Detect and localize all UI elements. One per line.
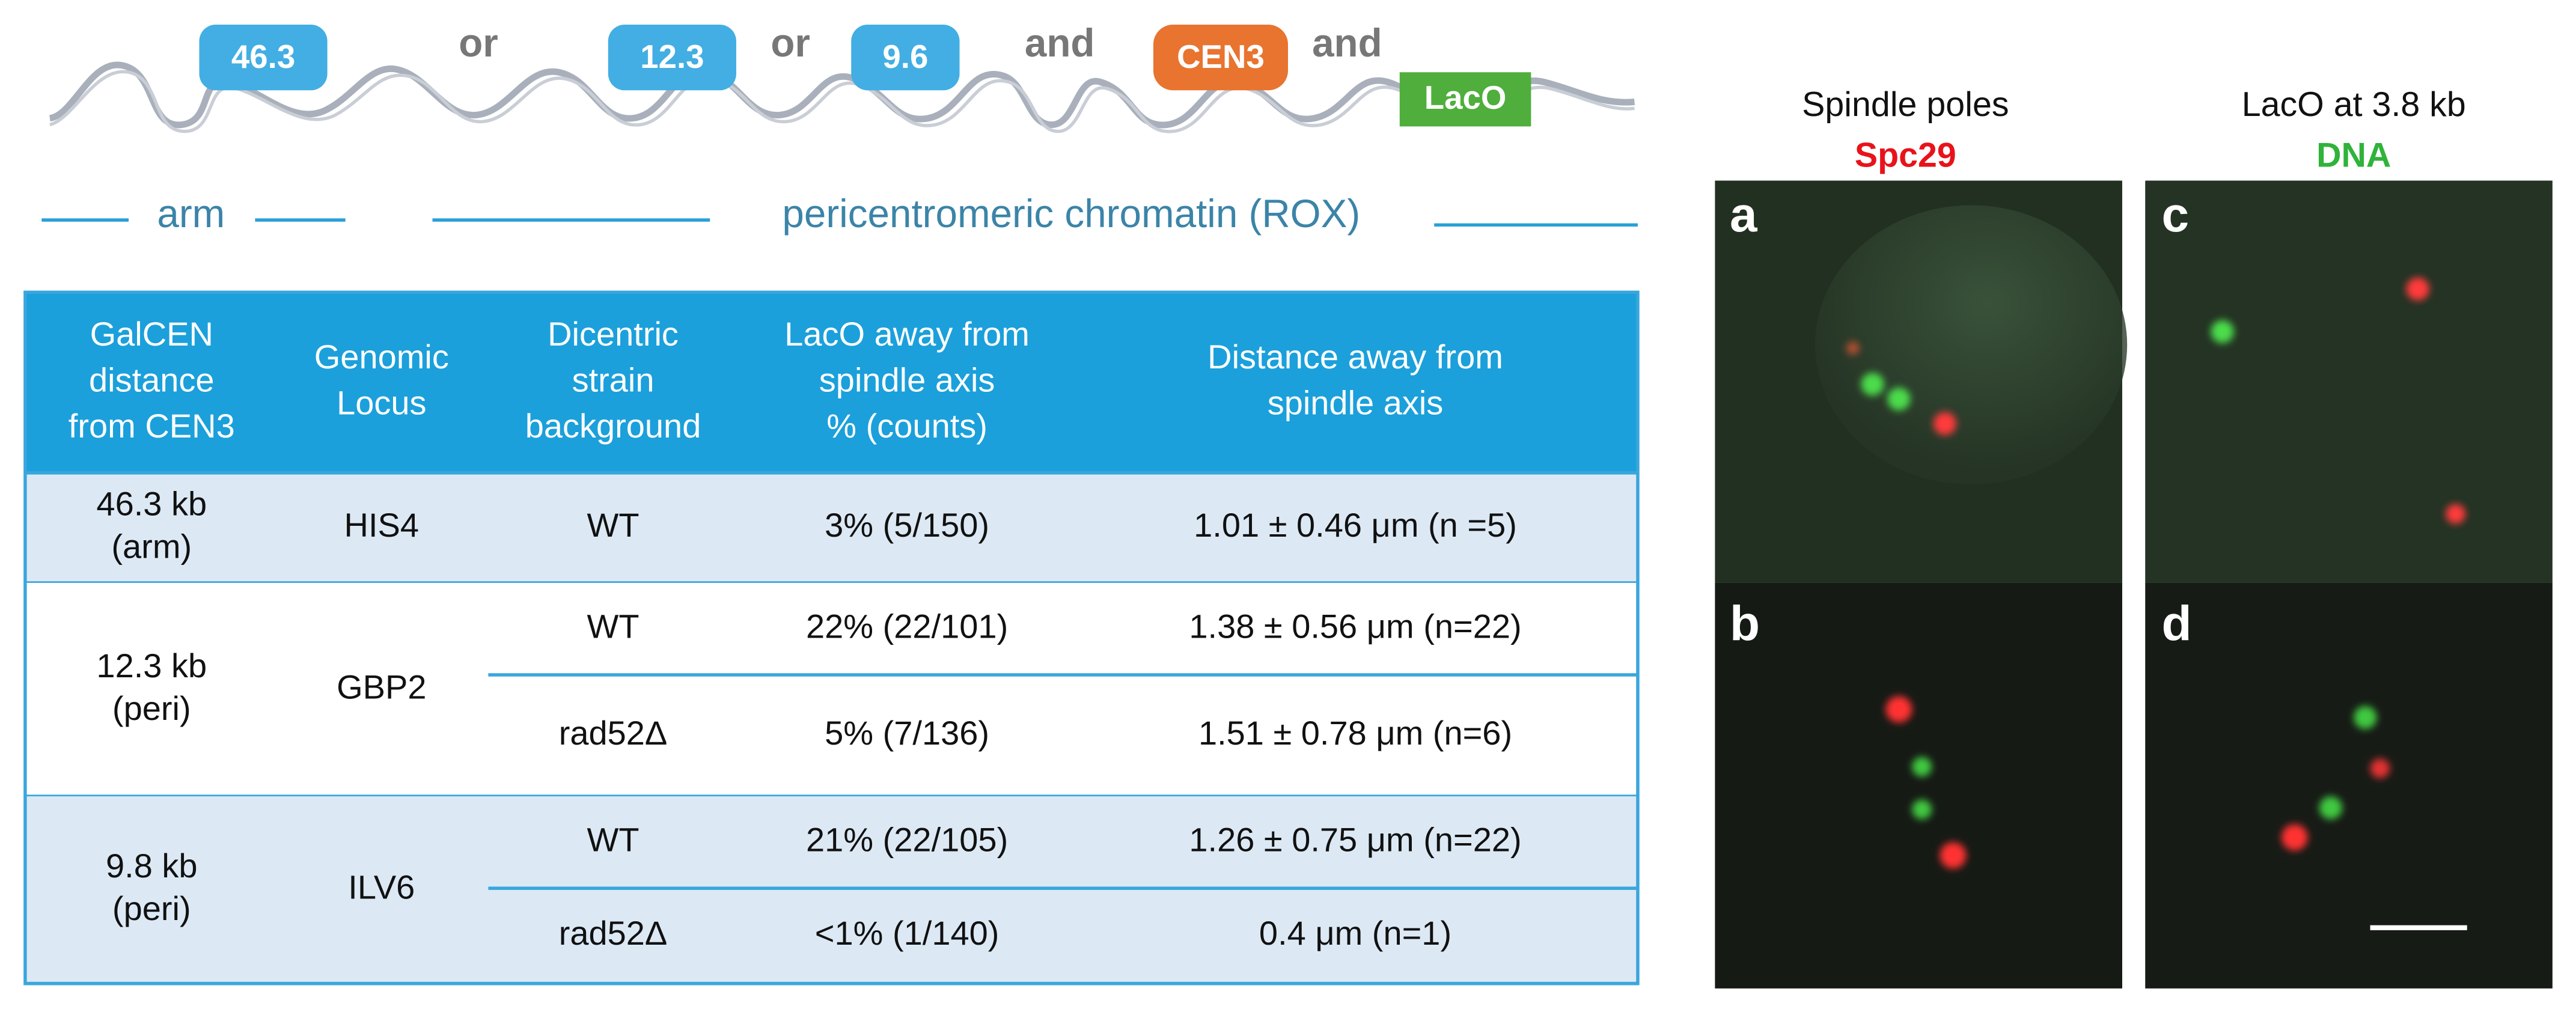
stain-label: Spc29 bbox=[1855, 136, 1956, 174]
header-text: % (counts) bbox=[826, 407, 987, 445]
header-text: from CEN3 bbox=[69, 407, 235, 445]
locus-box bbox=[608, 24, 736, 91]
header-text: strain bbox=[572, 361, 655, 398]
row-group bbox=[25, 582, 1638, 797]
cell-text: WT bbox=[587, 820, 639, 858]
column-title: Spindle poles bbox=[1802, 85, 2009, 124]
cell-text: (peri) bbox=[112, 689, 191, 727]
cell-text: ILV6 bbox=[348, 868, 415, 906]
cell-text: WT bbox=[587, 506, 639, 544]
cell-text: 22% (22/101) bbox=[806, 607, 1008, 645]
spot bbox=[2319, 796, 2343, 820]
panel-image bbox=[1715, 582, 2122, 989]
spot bbox=[2211, 320, 2234, 344]
cell-text: GBP2 bbox=[337, 668, 426, 706]
spot bbox=[1912, 799, 1932, 820]
region-label: arm bbox=[157, 192, 225, 236]
spot bbox=[1885, 696, 1912, 723]
spot bbox=[2354, 706, 2377, 730]
marker-label: LacO bbox=[1424, 79, 1507, 116]
centromere-label: CEN3 bbox=[1177, 38, 1265, 75]
cell-text: 0.4 μm (n=1) bbox=[1259, 914, 1451, 952]
cell-text: <1% (1/140) bbox=[815, 914, 1000, 952]
panel-label: a bbox=[1730, 187, 1758, 242]
panel-label: b bbox=[1730, 596, 1760, 651]
chromatin-fiber bbox=[49, 61, 1635, 129]
header-text: background bbox=[525, 407, 701, 445]
cell-text: 46.3 kb bbox=[96, 485, 207, 523]
locus-label: 12.3 bbox=[640, 38, 704, 75]
locus-box bbox=[851, 24, 960, 91]
cell-text: rad52Δ bbox=[559, 914, 668, 952]
spot bbox=[1940, 842, 1967, 869]
cell-text: 12.3 kb bbox=[96, 647, 207, 684]
cell-text: 9.8 kb bbox=[106, 847, 198, 885]
marker-box bbox=[1399, 72, 1531, 127]
header-text: spindle axis bbox=[819, 361, 995, 398]
header-text: LacO away from bbox=[784, 315, 1030, 353]
cell-text: WT bbox=[587, 607, 639, 645]
table: GalCEN distance from CEN3 Genomic Locus Dicen… bbox=[23, 290, 1640, 986]
connector: and bbox=[1025, 21, 1095, 65]
region-label: pericentromeric chromatin (ROX) bbox=[782, 192, 1360, 236]
spot bbox=[2370, 758, 2390, 779]
fluorescent-spots bbox=[1846, 277, 2466, 869]
spot bbox=[1846, 341, 1860, 355]
connector: or bbox=[771, 21, 810, 65]
spot bbox=[1933, 412, 1957, 436]
spot bbox=[1912, 757, 1932, 777]
header-text: spindle axis bbox=[1268, 384, 1444, 422]
row-group bbox=[25, 472, 1638, 583]
locus-box bbox=[199, 24, 328, 91]
header-text: Dicentric bbox=[548, 315, 679, 353]
header-text: GalCEN bbox=[90, 315, 213, 353]
locus-label: 9.6 bbox=[882, 38, 928, 75]
cell-text: 21% (22/105) bbox=[806, 820, 1008, 858]
header-text: Distance away from bbox=[1207, 338, 1503, 376]
panel-label: d bbox=[2162, 596, 2192, 651]
cell-text: rad52Δ bbox=[559, 714, 668, 752]
cell-text: 1.01 ± 0.46 μm (n =5) bbox=[1194, 506, 1517, 544]
stain-label: DNA bbox=[2316, 136, 2391, 174]
cell-text: 1.51 ± 0.78 μm (n=6) bbox=[1198, 714, 1512, 752]
cell-text: 3% (5/150) bbox=[825, 506, 989, 544]
table-border bbox=[23, 290, 1640, 986]
panel-image bbox=[2145, 180, 2553, 583]
cell-text: 5% (7/136) bbox=[825, 714, 989, 752]
cell-text: 1.26 ± 0.75 μm (n=22) bbox=[1189, 820, 1521, 858]
connector: and bbox=[1312, 21, 1382, 65]
header-text: distance bbox=[89, 361, 215, 398]
micrographs: Spindle poles Spc29 LacO at 3.8 kb DNA bbox=[1715, 85, 2553, 989]
spot bbox=[1861, 373, 1884, 396]
cell-glow bbox=[1815, 205, 2128, 485]
centromere-box bbox=[1153, 24, 1288, 91]
spot bbox=[2281, 824, 2308, 851]
panel-label: c bbox=[2162, 187, 2190, 242]
cell-text: HIS4 bbox=[344, 506, 420, 544]
table-header bbox=[25, 292, 1638, 473]
connector: or bbox=[459, 21, 498, 65]
column-title: LacO at 3.8 kb bbox=[2242, 85, 2466, 124]
cell-text: (arm) bbox=[111, 528, 192, 565]
spot bbox=[2406, 277, 2429, 301]
cell-text: 1.38 ± 0.56 μm (n=22) bbox=[1189, 607, 1521, 645]
spot bbox=[1887, 387, 1911, 411]
panel-image bbox=[2145, 582, 2553, 989]
spot bbox=[2446, 504, 2466, 524]
locus-label: 46.3 bbox=[231, 38, 295, 75]
header-text: Genomic bbox=[314, 338, 449, 376]
header-text: Locus bbox=[337, 384, 426, 422]
cell-text: (peri) bbox=[112, 889, 191, 927]
locus-diagram: 46.3 12.3 9.6 CEN3 LacO or or and and ar… bbox=[41, 21, 1638, 236]
